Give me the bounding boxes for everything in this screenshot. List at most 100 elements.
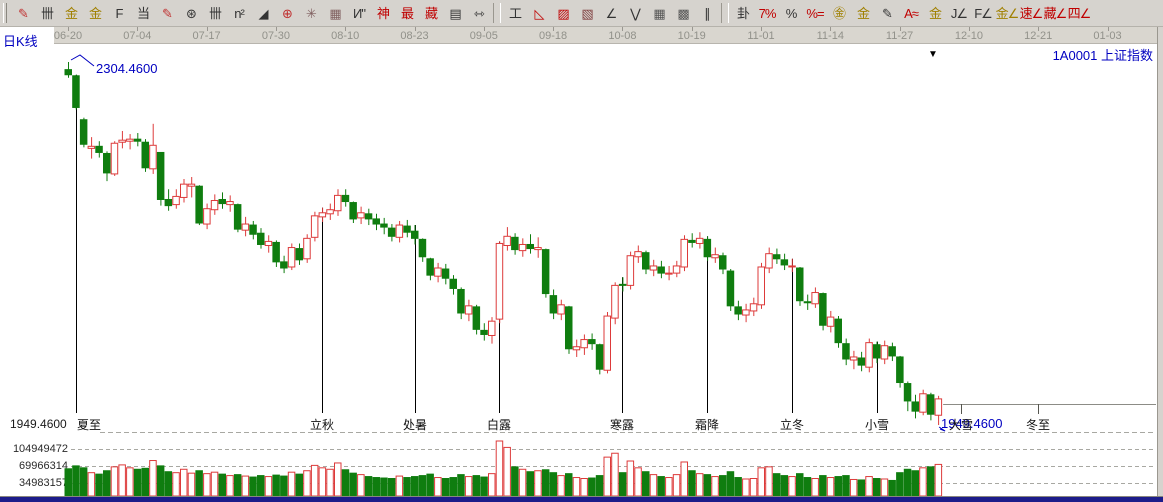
toolbar-button-37[interactable]: ✎	[882, 5, 893, 21]
volume-bar	[372, 477, 380, 497]
candle-body	[657, 266, 665, 274]
toolbar-button-45[interactable]: 四∠	[1067, 5, 1092, 21]
toolbar-button-1[interactable]: 卌	[40, 5, 54, 21]
candle-body	[287, 247, 296, 268]
candle-body	[595, 344, 604, 370]
toolbar-button-10[interactable]: ◢	[258, 5, 269, 21]
candle-body	[672, 265, 681, 274]
toolbar-button-35[interactable]: ㊎	[832, 5, 846, 21]
toolbar-button-0[interactable]: ✎	[18, 5, 29, 21]
toolbar-button-40[interactable]: J∠	[950, 5, 968, 21]
solar-term-label-冬至: 冬至	[1025, 418, 1051, 432]
toolbar-button-23[interactable]: ▨	[557, 5, 569, 21]
toolbar-button-2[interactable]: 金	[64, 5, 78, 21]
candle-body	[218, 198, 226, 205]
candle-body	[618, 283, 627, 286]
candle-body	[310, 215, 319, 238]
toolbar-grip[interactable]	[3, 3, 7, 23]
toolbar-button-7[interactable]: ⊛	[186, 5, 197, 21]
volume-bar	[826, 477, 835, 497]
volume-bar	[187, 472, 196, 497]
toolbar-button-19[interactable]: ⇿	[474, 5, 485, 21]
date-label-06-20: 06-20	[53, 30, 83, 42]
candle-body	[334, 194, 342, 212]
toolbar-button-9[interactable]: n²	[234, 5, 245, 21]
volume-bar	[803, 477, 812, 497]
candle-body	[503, 235, 511, 247]
volume-bar	[495, 440, 504, 497]
candle-body	[634, 251, 642, 258]
date-label-09-05: 09-05	[469, 30, 498, 42]
toolbar-button-14[interactable]: И"	[353, 5, 366, 21]
candle-body	[357, 212, 365, 219]
toolbar-button-16[interactable]: 最	[400, 5, 414, 21]
toolbar-button-42[interactable]: 金∠	[995, 5, 1020, 21]
toolbar-button-43[interactable]: 速∠	[1019, 5, 1044, 21]
toolbar-button-18[interactable]: ▤	[449, 5, 461, 21]
toolbar-button-22[interactable]: ◺	[534, 5, 545, 21]
toolbar-button-36[interactable]: 金	[856, 5, 870, 21]
toolbar-button-44[interactable]: 藏∠	[1043, 5, 1068, 21]
candle-body	[403, 225, 411, 233]
toolbar-button-25[interactable]: ∠	[605, 5, 618, 21]
candle-body	[603, 315, 611, 371]
candle-body	[318, 212, 327, 218]
candle-body	[757, 266, 765, 306]
volume-bar	[357, 474, 365, 497]
toolbar-button-39[interactable]: 金	[928, 5, 942, 21]
toolbar-button-34[interactable]: %=	[806, 5, 824, 21]
candle-body	[457, 288, 465, 314]
volume-bar	[534, 470, 542, 497]
toolbar-button-33[interactable]: %	[785, 5, 798, 21]
toolbar-button-29[interactable]: ∥	[704, 5, 711, 21]
candle-body	[911, 401, 919, 412]
candle-body	[719, 255, 727, 270]
toolbar-button-38[interactable]: A≈	[904, 5, 919, 21]
candle-body	[295, 248, 303, 261]
candle-body	[326, 209, 334, 215]
toolbar-button-28[interactable]: ▩	[677, 5, 689, 21]
kline-chart-canvas[interactable]	[0, 44, 1163, 502]
candle-body	[126, 138, 134, 142]
date-tick	[1038, 27, 1040, 31]
volume-bar	[518, 468, 527, 497]
toolbar-button-5[interactable]: 当	[136, 5, 150, 21]
toolbar-button-27[interactable]: ▦	[653, 5, 665, 21]
solar-term-label-小雪: 小雪	[864, 418, 890, 432]
candle-body	[703, 238, 712, 258]
volume-axis-label-2: 69966314	[19, 460, 68, 472]
volume-bar	[118, 464, 126, 497]
toolbar-button-11[interactable]: ⊕	[282, 5, 293, 21]
solar-term-label-白露: 白露	[486, 418, 512, 432]
candle-body	[434, 267, 442, 277]
toolbar-button-32[interactable]: 7%	[758, 5, 777, 21]
toolbar-button-24[interactable]: ▧	[581, 5, 593, 21]
dropdown-marker-icon[interactable]: ▼	[928, 49, 938, 60]
volume-bar	[719, 475, 727, 497]
toolbar-button-8[interactable]: 卌	[208, 5, 222, 21]
volume-bar	[880, 478, 889, 497]
toolbar-button-13[interactable]: ▦	[329, 5, 341, 21]
toolbar-button-15[interactable]: 神	[376, 5, 390, 21]
high-price-label: 2304.4600	[96, 61, 158, 76]
symbol-label: 1A0001 上证指数	[1052, 48, 1153, 63]
date-tick	[206, 27, 208, 31]
toolbar-button-41[interactable]: F∠	[974, 5, 993, 21]
toolbar-button-31[interactable]: 卦	[736, 5, 750, 21]
toolbar-button-21[interactable]: 工	[508, 5, 522, 21]
toolbar-button-4[interactable]: F	[115, 5, 124, 21]
volume-bar	[303, 470, 311, 497]
toolbar-button-17[interactable]: 藏	[424, 5, 438, 21]
toolbar-button-26[interactable]: ⋁	[630, 5, 641, 21]
toolbar-button-12[interactable]: ✳	[306, 5, 317, 21]
toolbar-button-6[interactable]: ✎	[162, 5, 173, 21]
volume-bar	[642, 471, 650, 497]
volume-bar	[734, 477, 742, 497]
candle-body	[526, 243, 534, 250]
toolbar: ✎ 卌金金 F 当 ✎ ⊛ 卌 n² ◢ ⊕ ✳ ▦ И" 神最藏 ▤ ⇿ 工 ◺ ▨ ▧ ∠ ⋁ ▦ ▩ ∥ 卦 7%% %= ㊎金 ✎…	[0, 0, 1163, 27]
volume-bar	[618, 472, 627, 497]
date-label-11-27: 11-27	[885, 30, 914, 42]
candle-body	[110, 142, 119, 175]
toolbar-button-3[interactable]: 金	[88, 5, 102, 21]
candle-body	[688, 239, 696, 243]
